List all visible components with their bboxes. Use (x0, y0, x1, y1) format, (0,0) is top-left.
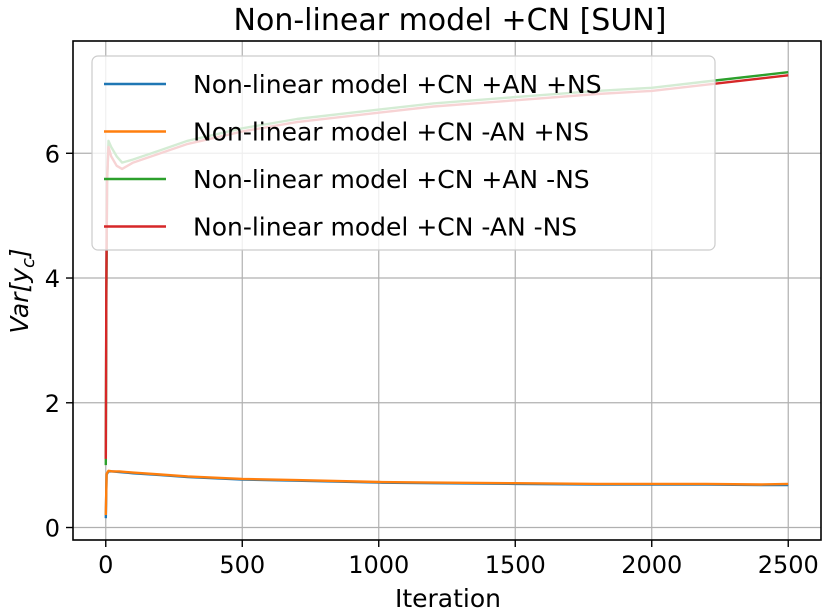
legend: Non-linear model +CN +AN +NS Non-linear m… (91, 55, 716, 251)
x-tick-label: 1500 (485, 551, 546, 579)
y-tick-label: 4 (45, 265, 60, 293)
legend-label-2: Non-linear model +CN -AN +NS (193, 118, 589, 147)
series-line-2 (104, 469, 789, 516)
y-tick-label: 0 (45, 515, 60, 543)
plot-frame (72, 40, 822, 541)
x-ticks: 0 500 1000 1500 2000 2500 (98, 540, 819, 579)
x-tick-label: 1000 (348, 551, 409, 579)
y-axis-label-sub: c (18, 258, 39, 268)
x-tick-label: 500 (219, 551, 265, 579)
x-tick-label: 2500 (758, 551, 819, 579)
chart-title: Non-linear model +CN [SUN] (234, 3, 667, 38)
legend-box (91, 55, 716, 251)
y-ticks: 0 2 4 6 (45, 140, 73, 543)
legend-label-1: Non-linear model +CN +AN +NS (193, 70, 602, 99)
y-tick-label: 2 (45, 390, 60, 418)
y-axis-label-main: Var[y (5, 267, 34, 334)
x-axis-label: Iteration (395, 584, 501, 613)
y-axis-label-end: ] (5, 248, 34, 259)
y-tick-label: 6 (45, 140, 60, 168)
y-axis-label: Var[yc] (5, 248, 39, 333)
x-tick-label: 2000 (621, 551, 682, 579)
x-tick-label: 0 (98, 551, 113, 579)
legend-label-3: Non-linear model +CN +AN -NS (193, 165, 590, 194)
legend-label-4: Non-linear model +CN -AN -NS (193, 213, 577, 242)
